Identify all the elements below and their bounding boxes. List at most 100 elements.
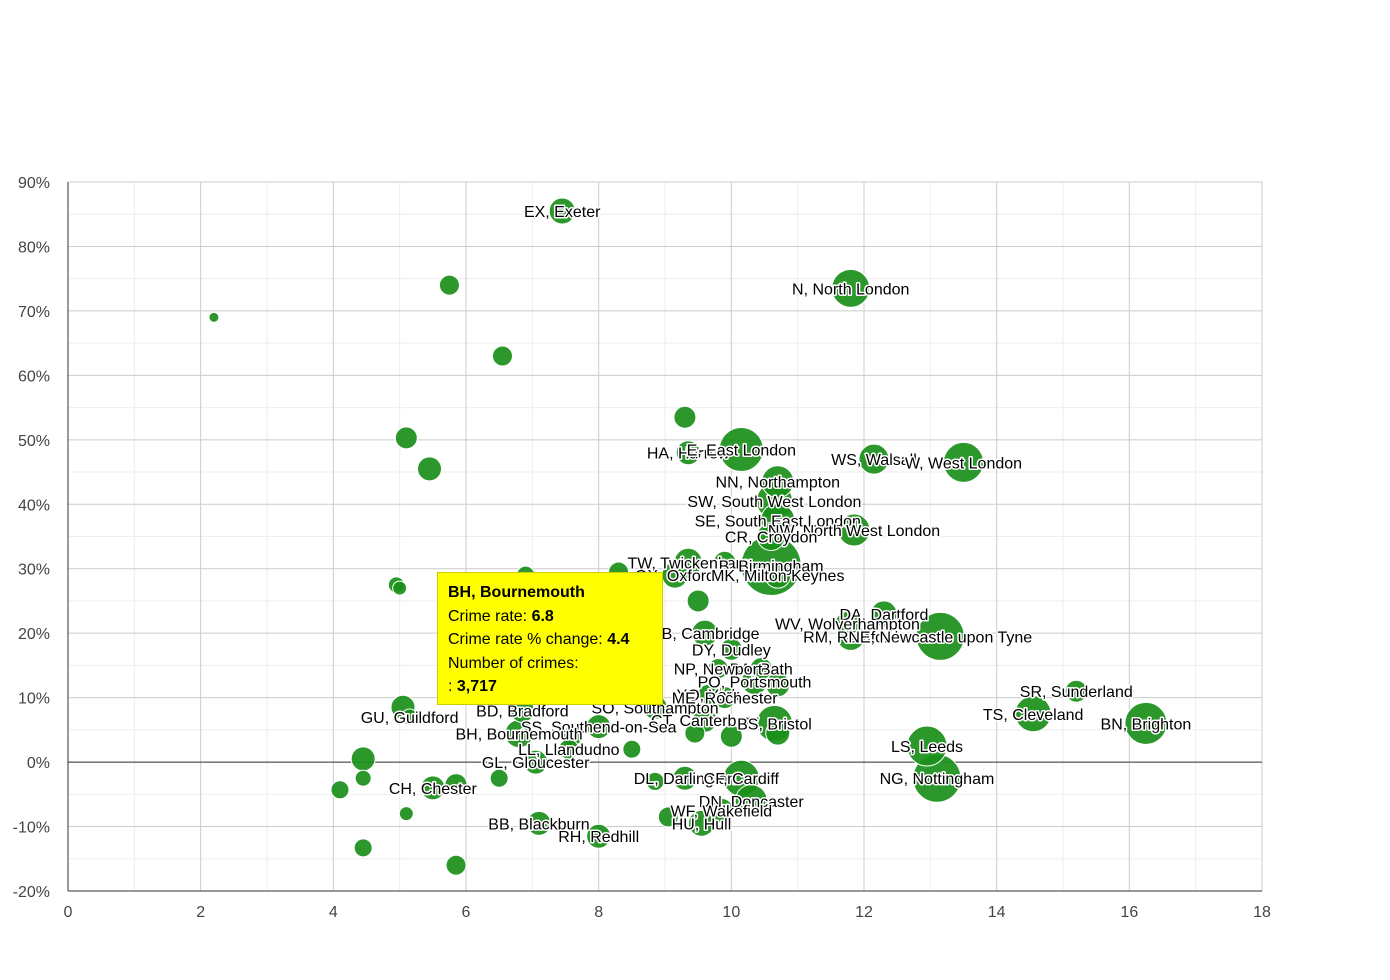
bubble-point[interactable]	[491, 345, 513, 367]
bubble-label: BS, Bristol	[737, 716, 812, 733]
tooltip-crime-rate-value: 6.8	[531, 607, 554, 625]
bubble-point[interactable]	[489, 768, 509, 788]
bubble-point[interactable]	[915, 611, 965, 661]
bubble-point[interactable]	[707, 658, 729, 680]
bubble-point[interactable]	[764, 561, 792, 589]
bubble-point[interactable]	[622, 739, 642, 759]
y-tick-labels: -20% -10% 0% 10% 20% 30% 40% 50% 60% 70% 80% 90%	[13, 175, 50, 901]
bubble-point[interactable]	[749, 657, 773, 681]
bubble-point[interactable]	[761, 465, 795, 499]
bubble-label: WV, Wolverhampton	[775, 617, 920, 634]
bubble-point[interactable]	[831, 268, 871, 308]
bubble-point[interactable]	[1014, 695, 1052, 733]
tooltip-change-value: 4.4	[607, 631, 630, 648]
bubble-point[interactable]	[586, 823, 612, 849]
x-tick-label: 6	[462, 904, 471, 921]
tooltip-count-value: 3,717	[456, 678, 497, 695]
bubble-point[interactable]	[686, 589, 710, 613]
y-tick-label: 80%	[18, 239, 50, 256]
bubble-point[interactable]	[734, 784, 768, 818]
bubble-label: BN, Brighton	[1101, 716, 1192, 733]
bubble-point[interactable]	[675, 440, 701, 466]
bubble-point[interactable]	[420, 775, 446, 801]
bubble-label: GU, Guildford	[361, 710, 459, 727]
bubble-label: BA, Bath	[730, 662, 793, 679]
bubble-point[interactable]	[417, 456, 443, 482]
bubble-label: WF, Wakefield	[671, 803, 773, 820]
bubble-point[interactable]	[687, 809, 715, 837]
bubble-point[interactable]	[398, 806, 414, 822]
bubble-point[interactable]	[870, 600, 898, 628]
bubble-label: BD, Bradford	[476, 704, 568, 721]
bubble-point[interactable]	[392, 580, 408, 596]
bubble-label: NE, Newcastle upon Tyne	[848, 629, 1032, 646]
bubble-label: B, Birmingham	[719, 559, 824, 576]
bubble-point[interactable]	[765, 720, 791, 746]
bubble-point[interactable]	[444, 773, 468, 797]
bubble-point[interactable]	[526, 810, 552, 836]
bubble-label: DL, Darlington	[634, 771, 736, 788]
bubble-point[interactable]	[401, 708, 419, 726]
bubble-point[interactable]	[350, 746, 376, 772]
bubble-point[interactable]	[1124, 701, 1168, 745]
bubble-label: SW, South West London	[687, 494, 861, 511]
bubble-point[interactable]	[445, 854, 467, 876]
y-tick-label: 30%	[18, 562, 50, 579]
bubble-label: YO, York	[677, 687, 741, 704]
bubble-point[interactable]	[1064, 679, 1088, 703]
bubble-label: GL, Gloucester	[482, 755, 590, 772]
bubble-point[interactable]	[719, 637, 743, 661]
bubble-point[interactable]	[657, 806, 679, 828]
bubble-point[interactable]	[354, 769, 372, 787]
bubble-point[interactable]	[645, 771, 665, 791]
bubble-label: CF, Cardiff	[704, 771, 780, 788]
bubble-point[interactable]	[394, 426, 418, 450]
bubble-point[interactable]	[353, 838, 373, 858]
x-tick-label: 8	[594, 904, 603, 921]
bubble-point[interactable]	[943, 441, 984, 483]
bubble-point[interactable]	[330, 780, 350, 800]
minor-gridlines	[68, 182, 1262, 891]
y-tick-label: 70%	[18, 304, 50, 321]
y-tick-label: 20%	[18, 626, 50, 643]
tooltip-change-label: Crime rate % change:	[448, 631, 603, 648]
bubble-point[interactable]	[438, 274, 460, 296]
bubble-label: CT, Canterbury	[651, 713, 759, 730]
bubble-label: HU, Hull	[672, 816, 732, 833]
bubble-point[interactable]	[684, 722, 706, 744]
bubble-label: DN, Doncaster	[699, 794, 805, 811]
bubble-point[interactable]	[837, 513, 871, 547]
bubble-point[interactable]	[558, 738, 580, 760]
bubble-point[interactable]	[713, 550, 737, 574]
bubble-point[interactable]	[708, 797, 734, 823]
bubble-point[interactable]	[523, 749, 549, 775]
bubble-point[interactable]	[697, 683, 719, 705]
bubble-label: NP, Newport	[674, 662, 763, 679]
bubble-label: ME, Rochester	[672, 691, 778, 708]
bubble-point[interactable]	[906, 725, 948, 767]
bubble-label: CH, Chester	[389, 781, 478, 798]
bubble-point[interactable]	[718, 426, 764, 472]
bubble-point[interactable]	[765, 672, 791, 698]
x-tick-label: 10	[722, 904, 740, 921]
bubble-point[interactable]	[858, 443, 890, 475]
y-tick-label: 40%	[18, 497, 50, 514]
bubble-point[interactable]	[834, 611, 860, 637]
bubble-label: WS, Walsall	[831, 452, 917, 469]
bubble-label: SS, Southend-on-Sea	[521, 720, 677, 737]
bubble-point[interactable]	[756, 522, 786, 551]
tooltip-count-label: Number of crimes:	[448, 654, 579, 672]
bubble-point[interactable]	[548, 197, 576, 225]
bubble-point[interactable]	[208, 311, 220, 323]
bubble-point[interactable]	[719, 724, 743, 748]
x-tick-label: 12	[855, 904, 873, 921]
bubble-point[interactable]	[691, 619, 719, 647]
bubble-point[interactable]	[586, 714, 612, 740]
bubble-label: DY, Dudley	[692, 642, 771, 659]
bubble-point[interactable]	[672, 765, 698, 791]
bubble-label: MK, Milton Keynes	[711, 568, 844, 585]
bubble-label: PO, Portsmouth	[698, 675, 812, 692]
bubble-point[interactable]	[673, 405, 697, 429]
tooltip-title: BH, Bournemouth	[448, 584, 585, 601]
